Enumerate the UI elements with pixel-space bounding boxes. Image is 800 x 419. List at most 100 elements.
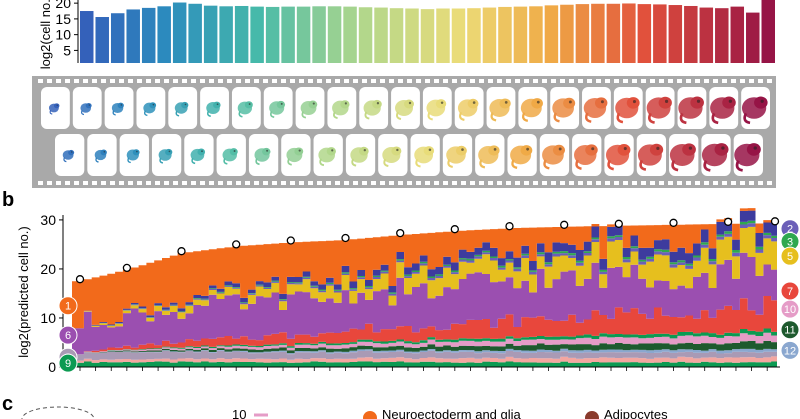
cluster-badge-label: 5 [787, 251, 793, 263]
sprocket-hole [155, 181, 160, 185]
area-y-label: log2(predicted cell no.) [16, 226, 31, 358]
sprocket-hole [767, 181, 772, 185]
embryo-r2-7 [254, 147, 271, 166]
sprocket-hole [146, 181, 151, 185]
sprocket-hole [407, 79, 412, 83]
sprocket-hole [317, 79, 322, 83]
milestone-marker [341, 233, 350, 243]
sprocket-hole [560, 181, 565, 185]
sprocket-hole [290, 181, 295, 185]
sprocket-hole [227, 79, 232, 83]
right-cluster-badges: 23 5 7 10 11 12 [780, 219, 800, 360]
sprocket-hole [614, 181, 619, 185]
embryo-r1-9 [300, 100, 318, 119]
area-ytick-label-0: 0 [48, 359, 56, 375]
bar-E24 [436, 8, 450, 63]
milestone-marker [560, 220, 569, 229]
cluster-badge-circle [780, 340, 800, 360]
sprocket-hole [596, 79, 601, 83]
sprocket-hole [416, 79, 421, 83]
sprocket-hole [524, 79, 529, 83]
legend-c-item-1: Neuroectoderm and glia [382, 407, 522, 419]
sprocket-hole [137, 79, 142, 83]
cluster-badge-right-5: 5 [780, 246, 800, 266]
embryo-r1-4 [143, 102, 157, 117]
sprocket-hole [335, 79, 340, 83]
sprocket-hole [587, 181, 592, 185]
sprocket-hole [218, 79, 223, 83]
bar-E43 [730, 6, 745, 64]
sprocket-hole [722, 181, 727, 185]
sprocket-hole [749, 181, 754, 185]
sprocket-hole [326, 181, 331, 185]
sprocket-hole [281, 181, 286, 185]
sprocket-hole [47, 181, 52, 185]
sprocket-hole [713, 79, 718, 83]
area-ytick-label-10: 10 [40, 310, 56, 326]
sprocket-hole [398, 79, 403, 83]
cluster-badge-label: 7 [787, 286, 793, 298]
sprocket-hole [92, 181, 97, 185]
sprocket-hole [173, 181, 178, 185]
sprocket-hole [677, 181, 682, 185]
bar-marks [80, 0, 775, 64]
sprocket-hole [65, 79, 70, 83]
sprocket-hole [119, 181, 124, 185]
sprocket-hole [200, 181, 205, 185]
cluster-badge-label: 10 [784, 304, 796, 316]
sprocket-hole [317, 181, 322, 185]
sprocket-hole [650, 79, 655, 83]
sprocket-hole [56, 79, 61, 83]
sprocket-hole [623, 181, 628, 185]
sprocket-hole [101, 181, 106, 185]
sprocket-hole [398, 181, 403, 185]
bar-E1 [80, 11, 94, 63]
sprocket-hole [74, 181, 79, 185]
cluster-badge-circle [58, 325, 78, 345]
sprocket-hole [623, 79, 628, 83]
bar-E36 [622, 3, 636, 63]
sprocket-hole [758, 181, 763, 185]
embryo-r2-1 [62, 149, 75, 163]
cluster-badge-left-9: 9 [58, 353, 78, 373]
sprocket-hole [461, 79, 466, 83]
sprocket-hole [596, 181, 601, 185]
sprocket-hole [578, 181, 583, 185]
bar-E30 [529, 6, 543, 64]
milestone-marker [286, 236, 295, 245]
milestone-marker [614, 219, 623, 228]
area-ytick-label-30: 30 [40, 212, 56, 228]
cluster-badge-right-11: 11 [780, 320, 800, 340]
sprocket-hole [569, 79, 574, 83]
sprocket-hole [452, 181, 457, 185]
embryo-r2-13 [446, 145, 467, 169]
bar-E42 [715, 8, 729, 64]
milestone-marker [232, 240, 241, 249]
embryo-r2-8 [286, 147, 304, 166]
sprocket-hole [344, 79, 349, 83]
area-layer-1 [72, 208, 777, 329]
area-layer-3b [72, 328, 777, 355]
sprocket-hole [326, 79, 331, 83]
sprocket-hole [371, 181, 376, 185]
sprocket-hole [722, 79, 727, 83]
sprocket-hole [434, 181, 439, 185]
cluster-badge-right-7: 7 [780, 281, 800, 301]
bar-E19 [358, 7, 373, 63]
sprocket-hole [632, 79, 637, 83]
area-layer-5 [72, 226, 777, 329]
bar-E23 [420, 9, 435, 63]
embryo-r1-15 [489, 98, 511, 122]
sprocket-hole [299, 181, 304, 185]
sprocket-hole [92, 79, 97, 83]
sprocket-hole [605, 181, 610, 185]
legend-c-dot-1 [363, 411, 377, 419]
sprocket-hole [479, 181, 484, 185]
bar-E32 [560, 4, 574, 64]
milestone-marker [75, 275, 85, 284]
embryo-r2-9 [318, 147, 336, 167]
cluster-badge-circle [58, 296, 78, 316]
